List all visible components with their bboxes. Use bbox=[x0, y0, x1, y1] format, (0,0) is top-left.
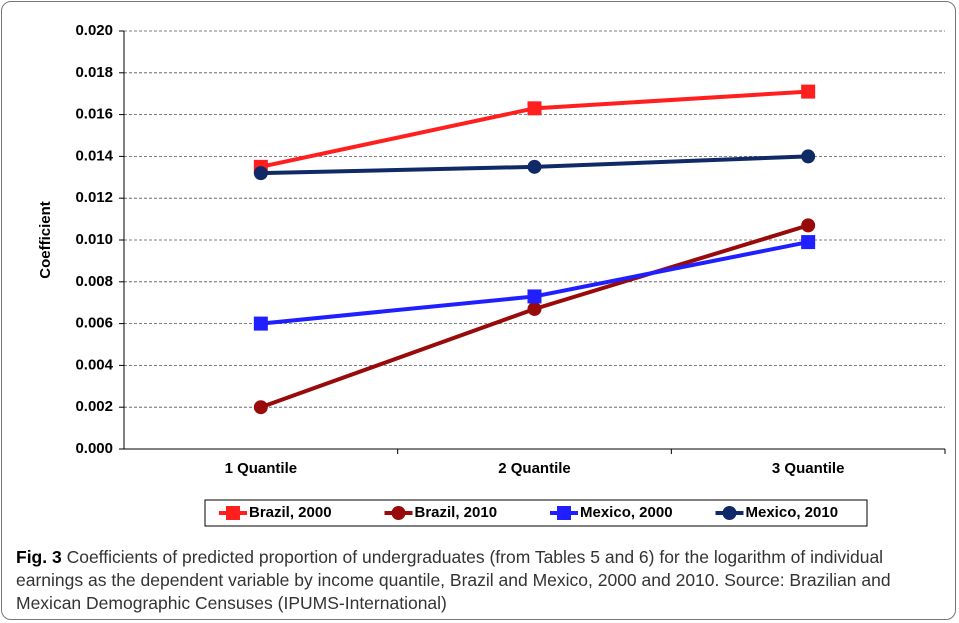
x-tick-label: 3 Quantile bbox=[772, 460, 845, 477]
point bbox=[253, 400, 268, 415]
point bbox=[801, 149, 816, 164]
point bbox=[801, 218, 816, 233]
point bbox=[801, 84, 816, 99]
legend-label: Brazil, 2010 bbox=[415, 504, 498, 521]
point bbox=[801, 235, 816, 250]
y-tick-label: 0.020 bbox=[75, 22, 113, 39]
caption-text: Coefficients of predicted proportion of … bbox=[16, 547, 891, 613]
legend-label: Mexico, 2000 bbox=[580, 504, 673, 521]
y-tick-label: 0.014 bbox=[75, 147, 113, 164]
caption: Fig. 3 Coefficients of predicted proport… bbox=[16, 546, 946, 615]
x-tick-label: 2 Quantile bbox=[498, 460, 571, 477]
y-tick-label: 0.004 bbox=[75, 356, 113, 373]
y-tick-label: 0.012 bbox=[75, 189, 113, 206]
y-tick-label: 0.006 bbox=[75, 315, 113, 332]
legend-marker bbox=[391, 506, 406, 520]
y-tick-label: 0.016 bbox=[75, 106, 113, 123]
x-tick-label: 1 Quantile bbox=[225, 460, 298, 477]
y-tick-label: 0.002 bbox=[75, 398, 113, 415]
legend-marker bbox=[557, 506, 571, 520]
y-tick-label: 0.000 bbox=[75, 440, 113, 457]
point bbox=[253, 166, 268, 181]
legend-label: Mexico, 2010 bbox=[746, 504, 839, 521]
point bbox=[527, 301, 542, 316]
y-tick-label: 0.018 bbox=[75, 64, 113, 81]
point bbox=[253, 316, 268, 331]
legend-label: Brazil, 2000 bbox=[249, 504, 332, 521]
point bbox=[527, 101, 542, 116]
legend-marker bbox=[722, 506, 737, 520]
y-axis-label: Coefficient bbox=[37, 201, 54, 279]
point bbox=[527, 159, 542, 174]
point bbox=[527, 289, 542, 304]
legend-marker bbox=[226, 506, 240, 520]
y-tick-label: 0.008 bbox=[75, 273, 113, 290]
y-tick-label: 0.010 bbox=[75, 231, 113, 248]
legend-box bbox=[204, 499, 868, 527]
caption-label: Fig. 3 bbox=[16, 547, 62, 567]
chart: Coefficient 0.000 0.002 0.004 0.006 0.008 0.0… bbox=[37, 22, 946, 527]
